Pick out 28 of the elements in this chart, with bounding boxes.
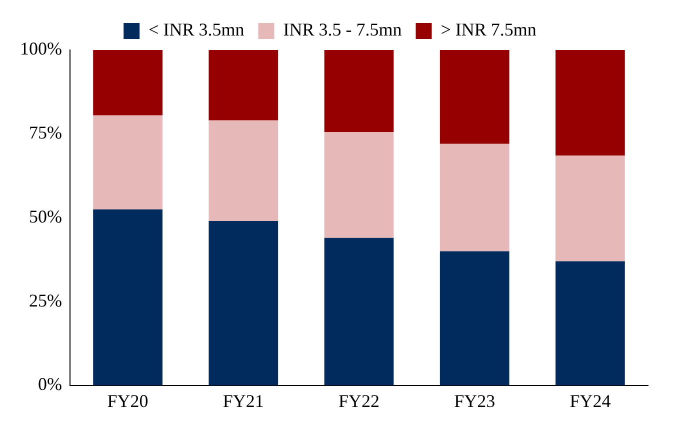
- bar: [208, 120, 278, 222]
- x-tick-label: FY23: [454, 390, 496, 411]
- bar: [93, 115, 162, 210]
- y-tick-label: 100%: [20, 38, 62, 59]
- legend-label: > INR 7.5mn: [440, 20, 536, 40]
- bar: [208, 50, 278, 120]
- bar: [324, 238, 394, 386]
- y-tick-label: 0%: [38, 374, 62, 394]
- x-tick-label: FY20: [107, 390, 148, 411]
- bar: [440, 144, 510, 252]
- bar: [93, 209, 162, 386]
- y-tick-label: 25%: [28, 290, 62, 310]
- x-tick-label: FY24: [570, 390, 611, 411]
- legend-label: INR 3.5 - 7.5mn: [283, 20, 402, 40]
- y-tick-label: 50%: [28, 206, 62, 226]
- bar: [440, 251, 510, 386]
- legend-label: < INR 3.5mn: [148, 20, 244, 40]
- y-tick-label: 75%: [28, 122, 62, 143]
- bar: [324, 132, 394, 238]
- bar: [440, 50, 510, 144]
- bar: [556, 50, 625, 156]
- x-tick-label: FY21: [222, 390, 264, 411]
- bar: [324, 50, 394, 132]
- bar: [556, 261, 625, 386]
- bar: [556, 156, 625, 262]
- bar: [93, 50, 162, 116]
- x-tick-label: FY22: [338, 390, 380, 411]
- bar: [208, 221, 278, 386]
